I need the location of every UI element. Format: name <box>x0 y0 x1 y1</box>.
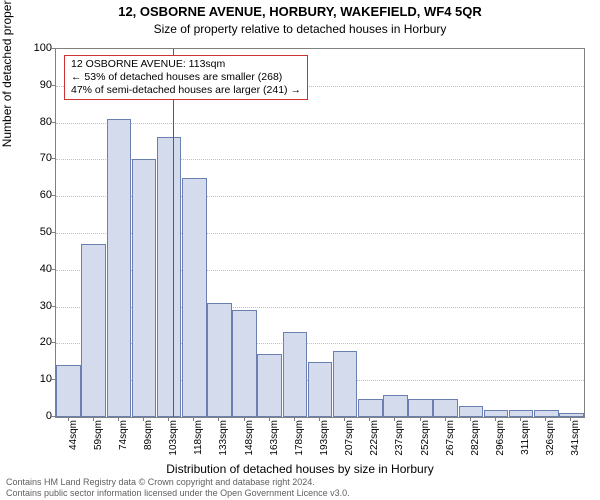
y-tick-mark <box>51 48 55 49</box>
x-tick-mark <box>93 417 94 421</box>
y-tick-label: 40 <box>12 263 52 275</box>
chart-title: 12, OSBORNE AVENUE, HORBURY, WAKEFIELD, … <box>0 4 600 19</box>
footer-line-1: Contains HM Land Registry data © Crown c… <box>6 477 350 487</box>
histogram-bar <box>459 406 484 417</box>
x-tick-mark <box>294 417 295 421</box>
annotation-line: 12 OSBORNE AVENUE: 113sqm <box>71 58 301 71</box>
x-tick-mark <box>545 417 546 421</box>
x-tick-mark <box>244 417 245 421</box>
y-tick-mark <box>51 306 55 307</box>
x-tick-mark <box>445 417 446 421</box>
y-tick-label: 70 <box>12 152 52 164</box>
x-tick-mark <box>369 417 370 421</box>
y-tick-label: 30 <box>12 300 52 312</box>
y-tick-mark <box>51 342 55 343</box>
histogram-bar <box>157 137 182 417</box>
x-tick-mark <box>470 417 471 421</box>
y-tick-mark <box>51 122 55 123</box>
x-tick-mark <box>143 417 144 421</box>
y-tick-label: 90 <box>12 79 52 91</box>
histogram-bar <box>484 410 509 417</box>
histogram-bar <box>257 354 282 417</box>
y-tick-label: 0 <box>12 410 52 422</box>
y-tick-label: 60 <box>12 189 52 201</box>
histogram-bar <box>534 410 559 417</box>
gridline <box>56 123 584 124</box>
x-tick-mark <box>420 417 421 421</box>
y-tick-mark <box>51 195 55 196</box>
y-tick-label: 10 <box>12 373 52 385</box>
x-tick-mark <box>269 417 270 421</box>
annotation-line: ← 53% of detached houses are smaller (26… <box>71 71 301 84</box>
histogram-bar <box>383 395 408 417</box>
y-tick-label: 100 <box>12 42 52 54</box>
histogram-bar <box>408 399 433 417</box>
histogram-bar <box>81 244 106 417</box>
x-axis-label: Distribution of detached houses by size … <box>0 462 600 476</box>
x-tick-mark <box>193 417 194 421</box>
chart-subtitle: Size of property relative to detached ho… <box>0 22 600 36</box>
histogram-bar <box>207 303 232 417</box>
x-tick-mark <box>344 417 345 421</box>
histogram-bar <box>433 399 458 417</box>
histogram-bar <box>308 362 333 417</box>
histogram-bar <box>132 159 157 417</box>
x-tick-mark <box>319 417 320 421</box>
annotation-box: 12 OSBORNE AVENUE: 113sqm← 53% of detach… <box>64 55 308 100</box>
y-tick-label: 50 <box>12 226 52 238</box>
y-tick-mark <box>51 232 55 233</box>
y-tick-label: 80 <box>12 116 52 128</box>
histogram-bar <box>283 332 308 417</box>
histogram-bar <box>509 410 534 417</box>
x-tick-mark <box>218 417 219 421</box>
histogram-bar <box>333 351 358 417</box>
y-tick-mark <box>51 269 55 270</box>
histogram-bar <box>56 365 81 417</box>
x-tick-mark <box>118 417 119 421</box>
footer-line-2: Contains public sector information licen… <box>6 488 350 498</box>
histogram-bar <box>107 119 132 417</box>
histogram-bar <box>232 310 257 417</box>
annotation-line: 47% of semi-detached houses are larger (… <box>71 84 301 97</box>
x-tick-mark <box>570 417 571 421</box>
y-tick-mark <box>51 158 55 159</box>
x-tick-mark <box>495 417 496 421</box>
x-tick-mark <box>68 417 69 421</box>
y-tick-mark <box>51 85 55 86</box>
marker-line <box>173 49 174 417</box>
chart-container: 12, OSBORNE AVENUE, HORBURY, WAKEFIELD, … <box>0 0 600 500</box>
y-tick-label: 20 <box>12 336 52 348</box>
histogram-bar <box>358 399 383 417</box>
y-tick-mark <box>51 379 55 380</box>
x-tick-mark <box>394 417 395 421</box>
footer-attribution: Contains HM Land Registry data © Crown c… <box>6 477 350 498</box>
x-tick-mark <box>168 417 169 421</box>
x-tick-mark <box>520 417 521 421</box>
y-tick-mark <box>51 416 55 417</box>
histogram-bar <box>182 178 207 417</box>
plot-area: 12 OSBORNE AVENUE: 113sqm← 53% of detach… <box>55 48 585 418</box>
